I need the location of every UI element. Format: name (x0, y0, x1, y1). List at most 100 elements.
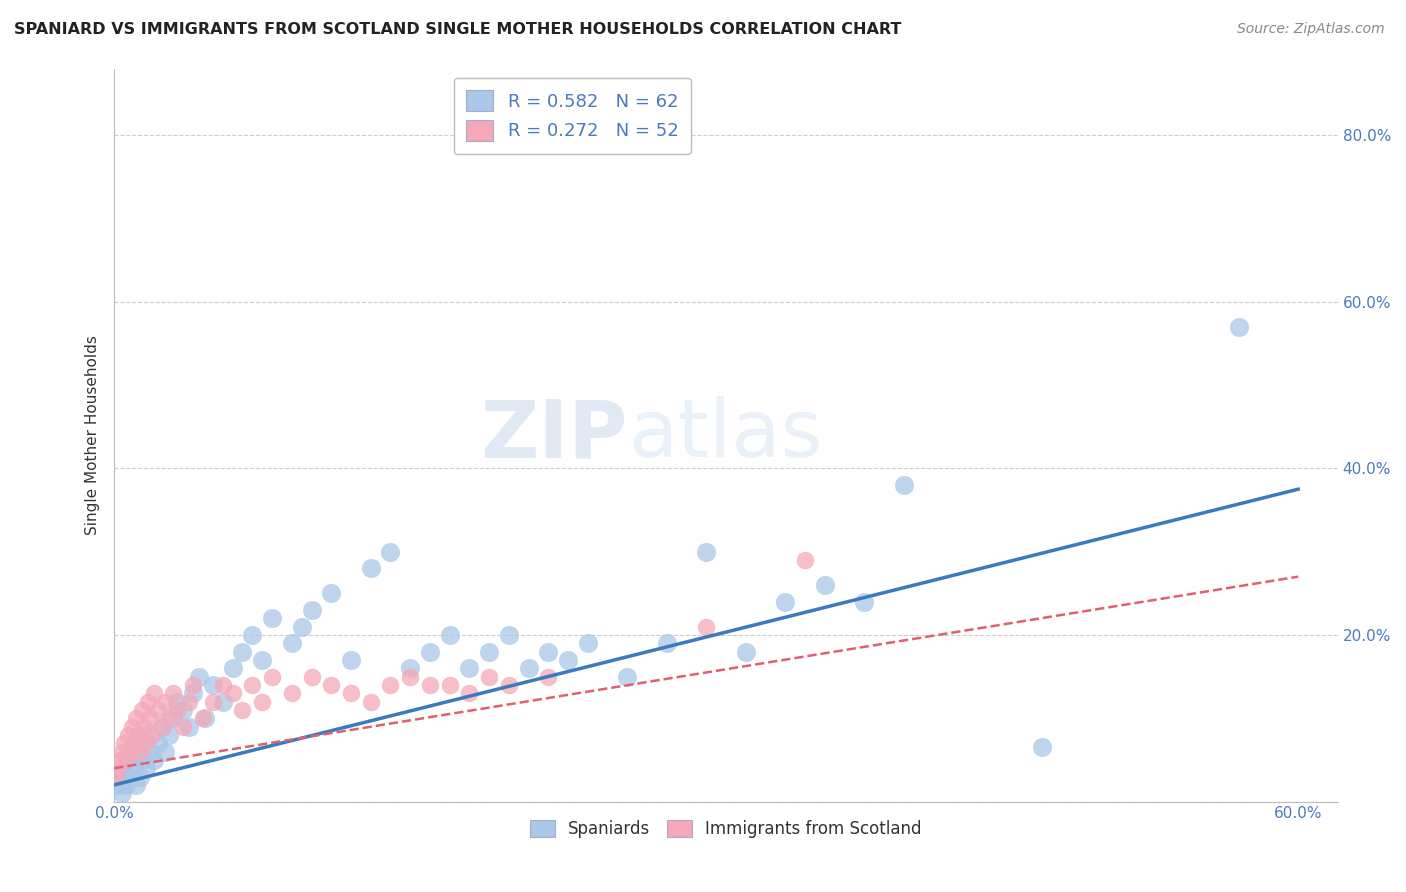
Point (1031, 740, 1053, 755)
Point (188, 670, 211, 684)
Point (419, 645, 441, 659)
Point (458, 686, 481, 700)
Point (201, 695, 224, 709)
Point (115, 753, 138, 767)
Point (146, 736, 169, 750)
Point (118, 745, 141, 759)
Point (115, 778, 138, 792)
Point (125, 778, 148, 792)
Text: atlas: atlas (628, 396, 823, 474)
Point (655, 636, 678, 650)
Point (112, 736, 135, 750)
Point (537, 645, 560, 659)
Point (221, 661, 243, 675)
Point (112, 761, 135, 775)
Point (125, 711, 148, 725)
Point (150, 720, 173, 734)
Point (179, 695, 201, 709)
Point (793, 553, 815, 567)
Point (478, 670, 501, 684)
Point (108, 753, 131, 767)
Point (142, 686, 165, 700)
Point (181, 686, 204, 700)
Point (439, 678, 461, 692)
Point (260, 611, 283, 625)
Point (108, 770, 131, 784)
Point (127, 736, 149, 750)
Point (172, 720, 194, 734)
Point (281, 686, 304, 700)
Point (132, 728, 155, 742)
Point (172, 703, 194, 717)
Point (155, 745, 177, 759)
Point (260, 670, 283, 684)
Point (150, 720, 173, 734)
Point (211, 695, 233, 709)
Point (695, 620, 717, 634)
Point (166, 695, 188, 709)
Point (250, 695, 273, 709)
Point (301, 670, 323, 684)
Point (194, 711, 217, 725)
Point (159, 728, 181, 742)
Point (179, 720, 201, 734)
Point (122, 761, 145, 775)
Point (142, 753, 165, 767)
Point (695, 544, 717, 558)
Point (128, 770, 150, 784)
Text: ZIP: ZIP (481, 396, 628, 474)
Point (360, 695, 382, 709)
Point (128, 745, 150, 759)
Point (117, 753, 139, 767)
Point (146, 703, 169, 717)
Point (517, 661, 540, 675)
Point (132, 720, 155, 734)
Point (221, 686, 243, 700)
Point (321, 678, 343, 692)
Point (111, 745, 134, 759)
Point (321, 586, 343, 600)
Point (458, 661, 481, 675)
Text: SPANIARD VS IMMIGRANTS FROM SCOTLAND SINGLE MOTHER HOUSEHOLDS CORRELATION CHART: SPANIARD VS IMMIGRANTS FROM SCOTLAND SIN… (14, 22, 901, 37)
Point (301, 603, 323, 617)
Point (136, 695, 159, 709)
Point (107, 761, 129, 775)
Point (250, 653, 273, 667)
Point (138, 711, 160, 725)
Point (201, 678, 224, 692)
Point (107, 778, 129, 792)
Point (155, 695, 177, 709)
Point (291, 620, 314, 634)
Point (191, 711, 214, 725)
Point (118, 770, 141, 784)
Point (127, 728, 149, 742)
Text: Source: ZipAtlas.com: Source: ZipAtlas.com (1237, 22, 1385, 37)
Point (419, 678, 441, 692)
Point (340, 686, 363, 700)
Point (131, 703, 153, 717)
Point (380, 678, 402, 692)
Y-axis label: Single Mother Households: Single Mother Households (86, 335, 100, 535)
Point (734, 645, 756, 659)
Point (135, 761, 157, 775)
Point (240, 628, 263, 642)
Point (138, 745, 160, 759)
Point (576, 636, 599, 650)
Point (557, 653, 579, 667)
Point (773, 594, 796, 608)
Point (616, 670, 638, 684)
Point (162, 686, 184, 700)
Point (121, 720, 143, 734)
Point (111, 786, 134, 800)
Point (231, 703, 253, 717)
Point (399, 670, 422, 684)
Point (360, 561, 382, 575)
Point (399, 661, 422, 675)
Point (1227, 319, 1250, 334)
Point (117, 728, 139, 742)
Point (166, 703, 188, 717)
Point (380, 544, 402, 558)
Point (439, 628, 461, 642)
Point (813, 578, 835, 592)
Point (122, 736, 145, 750)
